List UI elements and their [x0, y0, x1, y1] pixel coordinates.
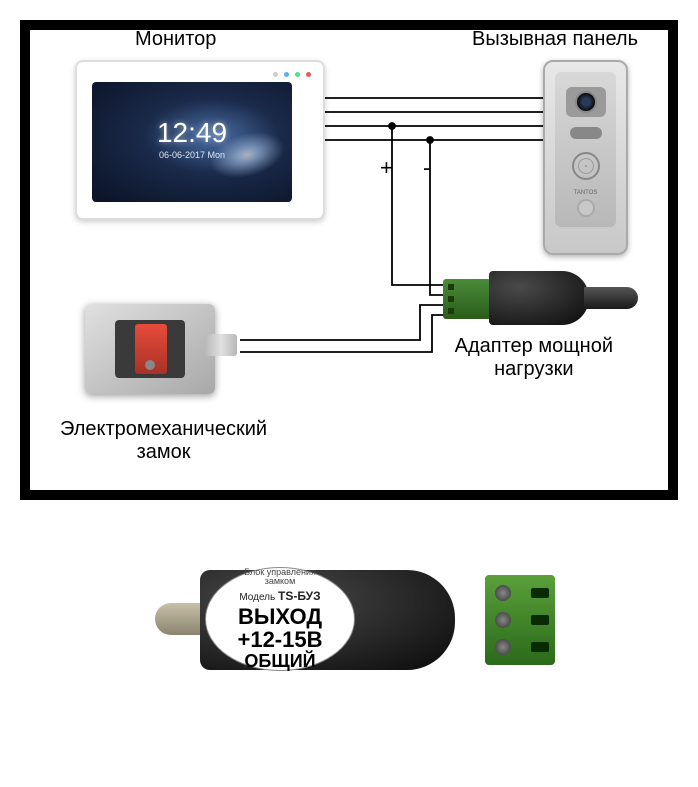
control-module: Блок управления замком Модель TS-БУЗ ВЫХ…: [155, 545, 555, 695]
module-label-sticker: Блок управления замком Модель TS-БУЗ ВЫХ…: [205, 567, 355, 671]
module-output: ВЫХОД: [238, 605, 322, 628]
status-leds: [273, 72, 311, 77]
terminal-block: [443, 279, 491, 319]
module-common: ОБЩИЙ: [244, 652, 315, 671]
monitor-label: Монитор: [135, 28, 216, 51]
adapter-label: Адаптер мощной нагрузки: [455, 335, 613, 381]
terminal-screw-icon: [495, 612, 511, 628]
clock-time: 12:49: [92, 117, 292, 149]
camera-housing: [566, 87, 606, 117]
monitor-device: 12:49 06-06-2017 Mon: [75, 60, 325, 220]
panel-face: TANTOS: [555, 72, 616, 227]
led-icon: [295, 72, 300, 77]
monitor-screen: 12:49 06-06-2017 Mon: [92, 82, 292, 202]
panel-label: Вызывная панель: [472, 28, 638, 51]
lock-bolt: [205, 334, 237, 356]
panel-button: [570, 127, 602, 139]
led-icon: [284, 72, 289, 77]
terminal-pin: [448, 284, 454, 290]
lock-label: Электромеханический замок: [60, 418, 267, 464]
terminal-slot: [531, 588, 549, 598]
terminal-screw-icon: [495, 585, 511, 601]
module-title: Блок управления замком: [244, 568, 316, 588]
lock-body: [85, 304, 215, 394]
adapter-jack: [584, 287, 638, 309]
polarity-minus: -: [423, 155, 430, 181]
module-terminal: [485, 575, 555, 665]
adapter-body: [489, 271, 589, 325]
polarity-plus: +: [380, 155, 393, 181]
panel-brand: TANTOS: [555, 190, 616, 196]
wiring-diagram-frame: Монитор Вызывная панель Электромеханичес…: [20, 20, 678, 500]
clock-date: 06-06-2017 Mon: [92, 150, 292, 160]
terminal-slot: [531, 615, 549, 625]
camera-lens-icon: [575, 91, 597, 113]
led-icon: [306, 72, 311, 77]
led-icon: [273, 72, 278, 77]
door-panel-device: TANTOS: [543, 60, 628, 255]
module-voltage: +12-15В: [237, 628, 322, 651]
module-jack: [155, 603, 205, 635]
load-adapter-device: [443, 265, 638, 330]
terminal-pin: [448, 296, 454, 302]
speaker-icon: [572, 152, 600, 180]
terminal-slot: [531, 642, 549, 652]
keyhole-icon: [145, 360, 155, 370]
module-model: TS-БУЗ: [278, 589, 321, 603]
module-model-line: Модель TS-БУЗ: [239, 589, 320, 603]
module-model-prefix: Модель: [239, 592, 275, 603]
lock-device: [85, 290, 240, 405]
terminal-screw-icon: [495, 639, 511, 655]
call-button-icon: [577, 199, 595, 217]
terminal-pin: [448, 308, 454, 314]
